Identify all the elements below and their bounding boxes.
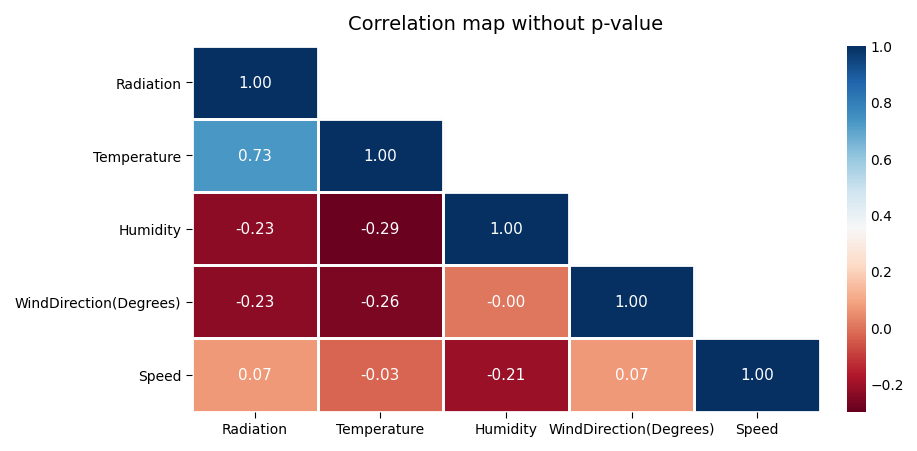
- Text: -0.29: -0.29: [360, 221, 400, 237]
- Text: -0.23: -0.23: [235, 295, 274, 310]
- Bar: [192, 266, 317, 339]
- Bar: [443, 266, 569, 339]
- Bar: [443, 193, 569, 266]
- Bar: [317, 266, 443, 339]
- Bar: [192, 46, 317, 120]
- Text: 0.07: 0.07: [238, 368, 271, 382]
- Bar: [192, 339, 317, 412]
- Bar: [569, 339, 694, 412]
- Bar: [443, 339, 569, 412]
- Bar: [317, 266, 443, 339]
- Text: 1.00: 1.00: [740, 368, 774, 382]
- Bar: [192, 193, 317, 266]
- Text: 1.00: 1.00: [614, 295, 648, 310]
- Bar: [694, 339, 820, 412]
- Text: -0.03: -0.03: [360, 368, 400, 382]
- Bar: [569, 339, 694, 412]
- Bar: [192, 120, 317, 193]
- Text: -0.21: -0.21: [486, 368, 525, 382]
- Title: Correlation map without p-value: Correlation map without p-value: [348, 15, 664, 34]
- Bar: [192, 46, 317, 120]
- Bar: [443, 339, 569, 412]
- Bar: [192, 339, 317, 412]
- Bar: [317, 339, 443, 412]
- Bar: [694, 339, 820, 412]
- Text: 1.00: 1.00: [363, 149, 397, 164]
- Bar: [317, 120, 443, 193]
- Bar: [569, 266, 694, 339]
- Text: 1.00: 1.00: [489, 221, 523, 237]
- Bar: [192, 266, 317, 339]
- Text: 0.07: 0.07: [614, 368, 648, 382]
- Text: -0.26: -0.26: [360, 295, 400, 310]
- Text: -0.23: -0.23: [235, 221, 274, 237]
- Bar: [443, 266, 569, 339]
- Bar: [192, 193, 317, 266]
- Bar: [317, 339, 443, 412]
- Bar: [192, 120, 317, 193]
- Text: 0.73: 0.73: [238, 149, 271, 164]
- Bar: [443, 193, 569, 266]
- Text: -0.00: -0.00: [486, 295, 525, 310]
- Bar: [317, 193, 443, 266]
- Bar: [317, 193, 443, 266]
- Text: 1.00: 1.00: [238, 76, 271, 91]
- Bar: [317, 120, 443, 193]
- Bar: [569, 266, 694, 339]
